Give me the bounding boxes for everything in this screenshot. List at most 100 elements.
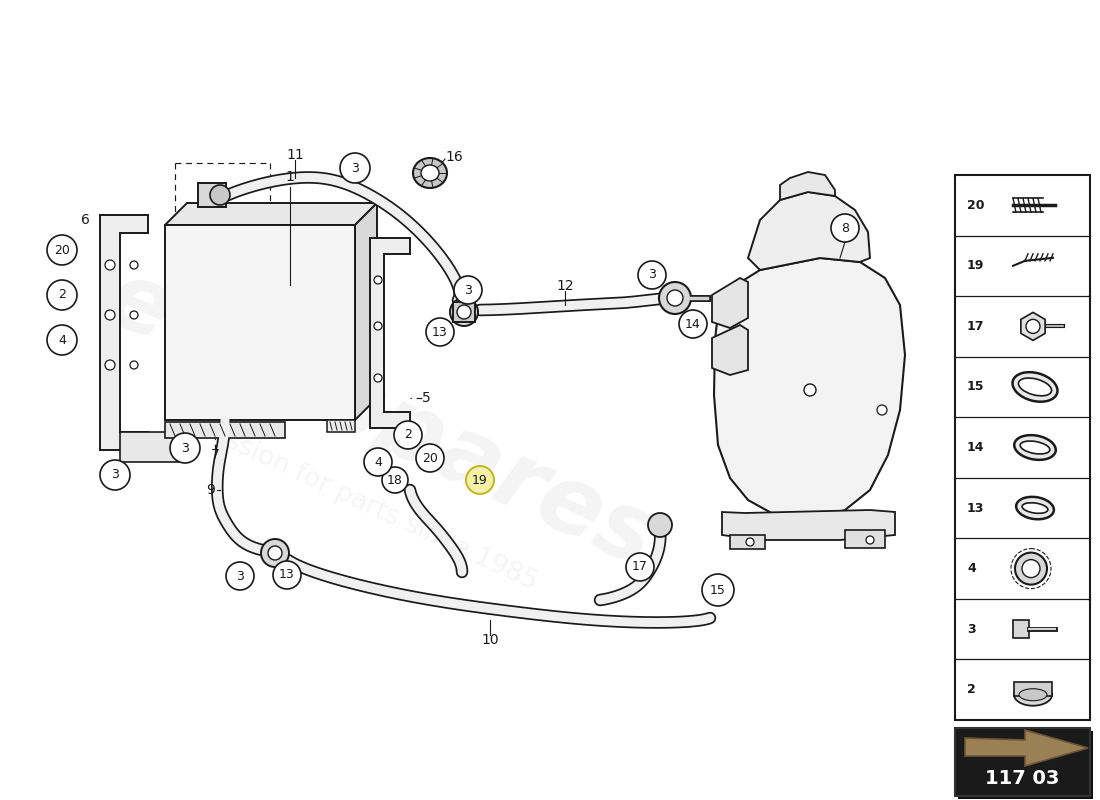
Bar [955, 728, 1090, 796]
Circle shape [364, 448, 392, 476]
Circle shape [1026, 319, 1039, 334]
Polygon shape [780, 172, 835, 200]
Ellipse shape [1014, 435, 1056, 460]
Circle shape [374, 276, 382, 284]
Circle shape [702, 574, 734, 606]
Text: 6: 6 [80, 213, 89, 227]
Circle shape [273, 561, 301, 589]
Ellipse shape [1012, 372, 1057, 402]
Text: 3: 3 [351, 162, 359, 174]
Polygon shape [370, 238, 410, 428]
Circle shape [679, 310, 707, 338]
Circle shape [454, 276, 482, 304]
Text: 19: 19 [472, 474, 488, 486]
Bar [958, 731, 1093, 799]
Circle shape [426, 318, 454, 346]
Polygon shape [712, 325, 748, 375]
Text: 10: 10 [481, 633, 498, 647]
Text: 9: 9 [206, 483, 214, 497]
Circle shape [416, 444, 444, 472]
Circle shape [394, 421, 422, 449]
Bar [955, 175, 1090, 720]
Ellipse shape [412, 158, 447, 188]
Text: 1: 1 [286, 170, 295, 184]
Text: 4: 4 [967, 562, 976, 575]
Circle shape [170, 433, 200, 463]
Text: 3: 3 [464, 283, 472, 297]
Polygon shape [712, 278, 748, 328]
Ellipse shape [421, 165, 439, 181]
Circle shape [830, 214, 859, 242]
Text: a passion for parts since 1985: a passion for parts since 1985 [168, 404, 541, 596]
Text: eurospares: eurospares [90, 252, 670, 588]
Circle shape [268, 546, 282, 560]
Bar [845, 530, 886, 548]
Text: 2: 2 [967, 683, 976, 696]
Text: 3: 3 [111, 469, 119, 482]
Text: 18: 18 [387, 474, 403, 486]
Bar [327, 420, 355, 432]
Circle shape [746, 538, 754, 546]
Circle shape [340, 153, 370, 183]
Circle shape [104, 310, 116, 320]
Bar [730, 535, 764, 549]
Polygon shape [714, 258, 905, 520]
Text: 3: 3 [967, 622, 976, 636]
Circle shape [1015, 553, 1047, 585]
Circle shape [382, 467, 408, 493]
Bar [165, 422, 285, 438]
Text: 2: 2 [404, 429, 411, 442]
Circle shape [104, 260, 116, 270]
Circle shape [47, 280, 77, 310]
Text: 15: 15 [711, 583, 726, 597]
Circle shape [374, 322, 382, 330]
Circle shape [47, 235, 77, 265]
Text: 117 03: 117 03 [984, 769, 1059, 787]
Text: 4: 4 [58, 334, 66, 346]
Text: 17: 17 [632, 561, 648, 574]
Text: 20: 20 [422, 451, 438, 465]
Polygon shape [100, 215, 148, 450]
Circle shape [261, 539, 289, 567]
Circle shape [47, 325, 77, 355]
Circle shape [226, 562, 254, 590]
Text: 12: 12 [557, 279, 574, 293]
Polygon shape [722, 510, 895, 540]
Text: 13: 13 [279, 569, 295, 582]
Text: 3: 3 [236, 570, 244, 582]
Text: 2: 2 [58, 289, 66, 302]
Circle shape [104, 360, 116, 370]
Circle shape [667, 290, 683, 306]
Ellipse shape [1020, 441, 1049, 454]
Circle shape [659, 282, 691, 314]
Circle shape [130, 261, 138, 269]
Circle shape [804, 384, 816, 396]
Circle shape [130, 361, 138, 369]
Text: 16: 16 [446, 150, 463, 164]
Circle shape [648, 513, 672, 537]
Polygon shape [748, 192, 870, 270]
Bar [165, 225, 355, 420]
Text: 13: 13 [432, 326, 448, 338]
Text: 11: 11 [286, 148, 304, 162]
Text: 4: 4 [374, 455, 382, 469]
Text: 3: 3 [182, 442, 189, 454]
Text: 20: 20 [967, 198, 984, 212]
Text: 5: 5 [422, 391, 431, 405]
Circle shape [877, 405, 887, 415]
Ellipse shape [1019, 378, 1052, 396]
Bar [1014, 682, 1052, 696]
Ellipse shape [1014, 684, 1052, 706]
Circle shape [130, 311, 138, 319]
Text: 19: 19 [967, 259, 984, 272]
Circle shape [626, 553, 654, 581]
Circle shape [638, 261, 666, 289]
Circle shape [374, 374, 382, 382]
Ellipse shape [1019, 689, 1047, 701]
Circle shape [210, 185, 230, 205]
Circle shape [466, 466, 494, 494]
Text: 8: 8 [842, 222, 849, 234]
Bar [1013, 620, 1028, 638]
Circle shape [450, 298, 478, 326]
Text: 17: 17 [967, 320, 984, 333]
